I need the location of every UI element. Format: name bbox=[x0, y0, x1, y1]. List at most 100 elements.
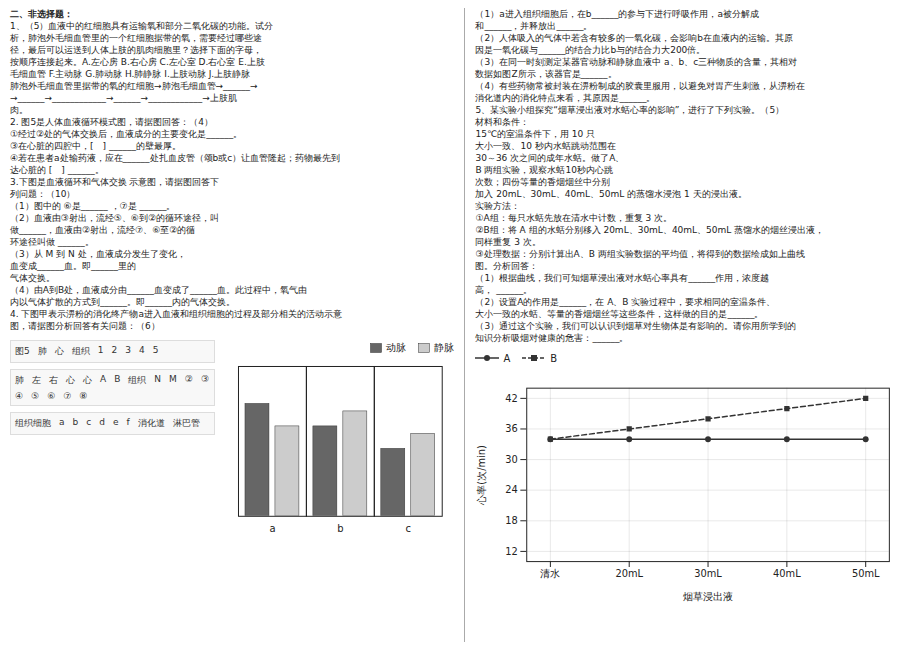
html-text:右: 右 bbox=[49, 375, 58, 385]
html-text:M: M bbox=[169, 374, 177, 384]
html-text:（1）根据曲线，我们可知烟草浸出液对水蛞心率具有______: （1）根据曲线，我们可知烟草浸出液对水蛞心率具有______作用，浓度越 bbox=[475, 273, 770, 283]
html-text:B: B bbox=[550, 352, 558, 364]
svg-text:40mL: 40mL bbox=[774, 568, 802, 579]
html-text:组织: 组织 bbox=[71, 346, 90, 356]
html-text:血变成______血。即______里的: 血变成______血。即______里的 bbox=[10, 261, 136, 271]
html-text:消化道: 消化道 bbox=[137, 418, 165, 428]
html-text:（3）从 M 到 N 处，血液成分发生了变化，: （3）从 M 到 N 处，血液成分发生了变化， bbox=[10, 249, 186, 259]
svg-text:18: 18 bbox=[506, 515, 519, 526]
svg-text:b: b bbox=[337, 523, 343, 534]
html-text:⑤: ⑤ bbox=[31, 391, 40, 401]
svg-text:c: c bbox=[405, 523, 410, 534]
html-text:左: 左 bbox=[32, 375, 41, 385]
svg-text:12: 12 bbox=[506, 546, 519, 557]
html-text:（3）在同一时刻测定某器官动脉和静脉血液中 a、b、c三种物: （3）在同一时刻测定某器官动脉和静脉血液中 a、b、c三种物质的含量，其相对 bbox=[475, 57, 798, 67]
html-text:毛细血管 F.主动脉 G.肺动脉 H.肺静脉 I.上肢动脉: 毛细血管 F.主动脉 G.肺动脉 H.肺静脉 I.上肢动脉 J.上肢静脉 bbox=[10, 69, 251, 79]
html-text:同样重复 3 次。: 同样重复 3 次。 bbox=[475, 237, 541, 247]
html-text:组织: 组织 bbox=[128, 375, 147, 385]
html-text:③在心脏的四腔中，[ ] ______的壁最厚。: ③在心脏的四腔中，[ ] ______的壁最厚。 bbox=[10, 141, 181, 151]
html-text:A: A bbox=[503, 352, 511, 364]
svg-text:30mL: 30mL bbox=[695, 568, 723, 579]
html-text:（1）图中的 ⑥是______ ，⑦是 ______。: （1）图中的 ⑥是______ ，⑦是 ______。 bbox=[10, 201, 176, 211]
html-text:（2）血液由③射出，流经⑤、⑥到②的循环途径，叫: （2）血液由③射出，流经⑤、⑥到②的循环途径，叫 bbox=[10, 213, 219, 223]
html-text:（2）人体吸入的气体中若含有较多的一氧化碳，会影响b在血液内: （2）人体吸入的气体中若含有较多的一氧化碳，会影响b在血液内的运输。其原 bbox=[475, 33, 793, 43]
html-text:大小一致、10 秒内水蛞跳动范围在: 大小一致、10 秒内水蛞跳动范围在 bbox=[475, 141, 616, 151]
html-text:①经过②处的气体交换后，血液成分的主要变化是______。: ①经过②处的气体交换后，血液成分的主要变化是______。 bbox=[10, 129, 243, 139]
html-text:N: N bbox=[154, 374, 162, 384]
html-text:2: 2 bbox=[111, 345, 118, 355]
html-text:30～36 次之间的成年水蛞。做了A、: 30～36 次之间的成年水蛞。做了A、 bbox=[475, 153, 625, 163]
html-text:④若在患者a处输药液，应在______处扎血皮管（颂b或c）: ④若在患者a处输药液，应在______处扎血皮管（颂b或c）让血管隆起；药物最先… bbox=[10, 153, 341, 163]
html-text:B 两组实验，观察水蛞10秒内心跳: B 两组实验，观察水蛞10秒内心跳 bbox=[475, 165, 613, 175]
html-text:环途径叫做 ______。: 环途径叫做 ______。 bbox=[10, 237, 94, 247]
html-text:1: 1 bbox=[97, 345, 104, 355]
html-text:径，最后可以运送到人体上肢的肌肉细胞里？选择下面的字母，: 径，最后可以运送到人体上肢的肌肉细胞里？选择下面的字母， bbox=[10, 45, 262, 55]
html-text:内以气体扩散的方式到______。即______内的气体交换: 内以气体扩散的方式到______。即______内的气体交换。 bbox=[10, 297, 235, 307]
html-text:淋巴管: 淋巴管 bbox=[172, 418, 200, 428]
svg-text:36: 36 bbox=[506, 423, 519, 434]
svg-text:24: 24 bbox=[506, 484, 519, 495]
html-text:大小一致的水蛞、等量的香烟烟丝等这些条件，这样做的目的是__: 大小一致的水蛞、等量的香烟烟丝等这些条件，这样做的目的是______。 bbox=[475, 309, 764, 319]
svg-text:心率(次/min): 心率(次/min) bbox=[477, 445, 488, 506]
svg-text:烟草浸出液: 烟草浸出液 bbox=[683, 591, 733, 602]
html-text:（4）由A到B处，血液成分由______血变成了______: （4）由A到B处，血液成分由______血变成了______血。此过程中，氧气由 bbox=[10, 285, 308, 295]
html-text:列问题：（10）: 列问题：（10） bbox=[10, 189, 76, 199]
html-text:（1）a进入组织细胞后，在b______的参与下进行呼吸作用: （1）a进入组织细胞后，在b______的参与下进行呼吸作用，a被分解成 bbox=[475, 9, 759, 19]
html-text:图，请据图分析回答有关问题：（6）: 图，请据图分析回答有关问题：（6） bbox=[10, 321, 160, 331]
html-text:③处理数据：分别计算出A、B 两组实验数据的平均值，将得到的: ③处理数据：分别计算出A、B 两组实验数据的平均值，将得到的数据绘成如上曲线 bbox=[475, 249, 805, 259]
html-text:⑧: ⑧ bbox=[79, 391, 88, 401]
html-text:数据如图Z所示，该器官是______。: 数据如图Z所示，该器官是______。 bbox=[475, 69, 617, 79]
html-text:消化道内的消化特点来看，其原因是______。: 消化道内的消化特点来看，其原因是______。 bbox=[475, 93, 656, 103]
html-text:⑦: ⑦ bbox=[63, 391, 72, 401]
html-text:→______→____________→______→__: →______→____________→______→____________… bbox=[10, 93, 237, 103]
html-text:次数；四份等量的香烟烟丝中分别: 次数；四份等量的香烟烟丝中分别 bbox=[475, 177, 611, 187]
html-text:材料和条件：: 材料和条件： bbox=[475, 117, 530, 127]
html-text:按顺序连接起来。A.左心房 B.右心房 C.左心室 D.右心: 按顺序连接起来。A.左心房 B.右心房 C.左心室 D.右心室 E.上肢 bbox=[10, 57, 265, 67]
html-text:3.下图是血液循环和气体交换 示意图，请据图回答下: 3.下图是血液循环和气体交换 示意图，请据图回答下 bbox=[10, 177, 220, 187]
html-text:②B组：将 A 组的水蛞分别移入 20mL、30mL、40m: ②B组：将 A 组的水蛞分别移入 20mL、30mL、40mL、50mL 蒸馏水… bbox=[475, 225, 825, 235]
html-text:组织细胞: 组织细胞 bbox=[15, 418, 51, 428]
html-text:2. 图5是人体血液循环模式图，请据图回答：（4）: 2. 图5是人体血液循环模式图，请据图回答：（4） bbox=[10, 117, 213, 127]
html-text:和______，并释放出______。: 和______，并释放出______。 bbox=[475, 21, 593, 31]
html-text:5、某实验小组探究“烟草浸出液对水蛞心率的影响”，进行了下列: 5、某实验小组探究“烟草浸出液对水蛞心率的影响”，进行了下列实验。（5） bbox=[475, 105, 785, 115]
html-text:心: 心 bbox=[54, 346, 64, 356]
html-text:做______，血液由②射出，流经⑦、⑥至②的循: 做______，血液由②射出，流经⑦、⑥至②的循 bbox=[10, 225, 196, 235]
html-text:④: ④ bbox=[15, 391, 24, 401]
html-text:达心脏的 [ ] ______。: 达心脏的 [ ] ______。 bbox=[10, 165, 104, 175]
html-text:15℃的室温条件下，用 10 只: 15℃的室温条件下，用 10 只 bbox=[475, 129, 596, 139]
html-text:实验方法：: 实验方法： bbox=[475, 201, 521, 211]
html-text:肺: 肺 bbox=[15, 375, 24, 385]
html-text:静脉: 静脉 bbox=[434, 342, 455, 353]
html-text:肺: 肺 bbox=[37, 346, 47, 356]
html-text:因是一氧化碳与______的结合力比b与的结合力大200倍。: 因是一氧化碳与______的结合力比b与的结合力大200倍。 bbox=[475, 45, 706, 55]
svg-text:a: a bbox=[269, 523, 275, 534]
html-text:心: 心 bbox=[83, 375, 92, 385]
svg-text:42: 42 bbox=[506, 393, 519, 404]
html-text:②: ② bbox=[184, 374, 193, 384]
html-text:气体交换。: 气体交换。 bbox=[10, 273, 55, 283]
svg-text:30: 30 bbox=[506, 454, 519, 465]
html-text:⑥: ⑥ bbox=[47, 391, 56, 401]
html-text:图。分析回答：: 图。分析回答： bbox=[475, 261, 539, 271]
svg-text:50mL: 50mL bbox=[852, 568, 880, 579]
html-text:知识分析吸烟对健康的危害：______。: 知识分析吸烟对健康的危害：______。 bbox=[475, 333, 629, 343]
html-text:图5: 图5 bbox=[15, 346, 30, 356]
html-text:③: ③ bbox=[200, 374, 209, 384]
html-text:①A组：每只水蛞先放在清水中计数，重复 3 次。: ①A组：每只水蛞先放在清水中计数，重复 3 次。 bbox=[475, 213, 673, 223]
html-text:析，肺泡外毛细血管里的一个红细胞据带的氧，需要经过哪些途: 析，肺泡外毛细血管里的一个红细胞据带的氧，需要经过哪些途 bbox=[10, 33, 262, 43]
html-text:（2）设置A的作用是______，在 A、B 实验过程中，要: （2）设置A的作用是______，在 A、B 实验过程中，要求相同的室温条件、 bbox=[475, 297, 776, 307]
html-text:1、（5）血液中的红细胞具有运输氧和部分二氧化碳的功能。试分: 1、（5）血液中的红细胞具有运输氧和部分二氧化碳的功能。试分 bbox=[10, 21, 274, 31]
html-text:4: 4 bbox=[138, 345, 145, 355]
svg-text:清水: 清水 bbox=[541, 568, 561, 579]
html-text:心: 心 bbox=[66, 375, 75, 385]
html-text:（3）通过这个实验，我们可以认识到烟草对生物体是有影响的。请: （3）通过这个实验，我们可以认识到烟草对生物体是有影响的。请你用所学到的 bbox=[475, 321, 797, 331]
html-text:肉。: 肉。 bbox=[10, 105, 28, 115]
html-text:高， ______。: 高， ______。 bbox=[475, 285, 533, 295]
html-text:肺泡外毛细血管里据带的氧的红细胞→肺泡毛细血管→______: 肺泡外毛细血管里据带的氧的红细胞→肺泡毛细血管→______→ bbox=[10, 81, 258, 91]
html-text:二、非选择题：: 二、非选择题： bbox=[10, 9, 73, 19]
svg-text:20mL: 20mL bbox=[616, 568, 644, 579]
html-text:加入 20mL、30mL、40mL、50mL 的蒸馏水浸泡: 加入 20mL、30mL、40mL、50mL 的蒸馏水浸泡 1 天的浸出液。 bbox=[475, 189, 747, 199]
html-text:动脉: 动脉 bbox=[386, 342, 407, 353]
html-text:4. 下图甲表示淠粉的消化终产物a进入血液和组织细胞的过程及: 4. 下图甲表示淠粉的消化终产物a进入血液和组织细胞的过程及部分相关的活动示意 bbox=[10, 309, 342, 319]
html-text:（4）有些药物常被封装在淠粉制成的胶囊里服用，以避免对胃产生: （4）有些药物常被封装在淠粉制成的胶囊里服用，以避免对胃产生刺激，从淠粉在 bbox=[475, 81, 806, 91]
